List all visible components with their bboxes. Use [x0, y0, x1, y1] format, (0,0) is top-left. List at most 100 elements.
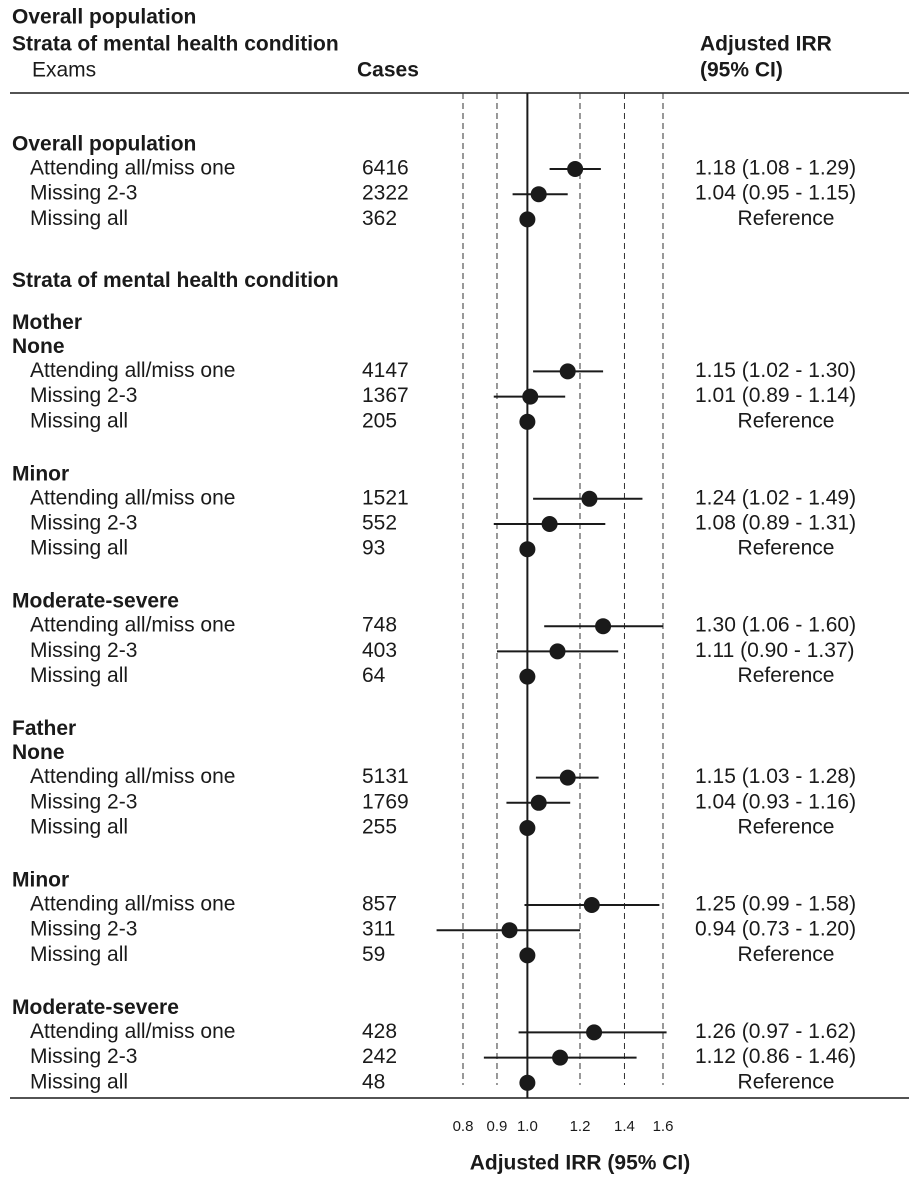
row-label: Missing 2-3 [30, 512, 137, 535]
estimate-label: Reference [738, 943, 835, 966]
group-title: Mother [12, 311, 82, 334]
x-tick-label: 1.2 [570, 1118, 591, 1135]
point-estimate [567, 161, 584, 177]
cases: 857 [362, 893, 397, 916]
cases: 242 [362, 1045, 397, 1068]
cases: 403 [362, 639, 397, 662]
cases: 748 [362, 614, 397, 637]
x-tick-label: 0.8 [453, 1118, 474, 1135]
group-title: None [12, 335, 65, 358]
estimate-label: 1.26 (0.97 - 1.62) [695, 1020, 856, 1043]
group-title: Minor [12, 869, 69, 892]
x-axis-label: Adjusted IRR (95% CI) [470, 1152, 691, 1175]
row-label: Missing 2-3 [30, 182, 137, 205]
cases: 428 [362, 1020, 397, 1043]
x-tick-label: 1.4 [614, 1118, 635, 1135]
point-estimate [583, 897, 600, 913]
cases: 255 [362, 816, 397, 839]
row-label: Attending all/miss one [30, 765, 235, 788]
estimate-label: 0.94 (0.73 - 1.20) [695, 918, 856, 941]
cases: 1367 [362, 384, 409, 407]
row-label: Attending all/miss one [30, 893, 235, 916]
cases: 205 [362, 409, 397, 432]
row-label: Missing 2-3 [30, 1045, 137, 1068]
cases: 6416 [362, 157, 409, 180]
row-label: Missing 2-3 [30, 790, 137, 813]
point-estimate [519, 947, 536, 964]
estimate-label: 1.24 (1.02 - 1.49) [695, 486, 856, 509]
estimate-label: Reference [738, 664, 835, 687]
cases: 362 [362, 207, 397, 230]
point-estimate [519, 820, 536, 836]
row-label: Missing all [30, 537, 128, 560]
estimate-label: Reference [738, 1070, 835, 1093]
header-line: Strata of mental health condition [12, 33, 339, 56]
point-estimate [522, 388, 539, 405]
cases: 48 [362, 1070, 385, 1093]
cases: 93 [362, 537, 385, 560]
estimate-label: 1.12 (0.86 - 1.46) [695, 1045, 856, 1068]
row-label: Missing all [30, 1070, 128, 1093]
cases: 552 [362, 512, 397, 535]
estimate-label: 1.15 (1.02 - 1.30) [695, 359, 856, 382]
x-tick-label: 0.9 [487, 1118, 508, 1135]
row-label: Missing all [30, 943, 128, 966]
cases: 5131 [362, 765, 409, 788]
row-label: Missing 2-3 [30, 384, 137, 407]
estimate-label: 1.15 (1.03 - 1.28) [695, 765, 856, 788]
group-title: Moderate-severe [12, 590, 179, 613]
section-title: Strata of mental health condition [12, 269, 339, 292]
estimate-label: 1.04 (0.93 - 1.16) [695, 790, 856, 813]
row-label: Missing all [30, 207, 128, 230]
x-tick-label: 1.6 [653, 1118, 674, 1135]
point-estimate [501, 922, 518, 939]
point-estimate [530, 794, 547, 811]
column-header: (95% CI) [700, 59, 783, 82]
cases: 1769 [362, 790, 409, 813]
row-label: Attending all/miss one [30, 1020, 235, 1043]
point-estimate [559, 769, 576, 786]
estimate-label: 1.18 (1.08 - 1.29) [695, 157, 856, 180]
estimate-label: 1.30 (1.06 - 1.60) [695, 614, 856, 637]
cases: 4147 [362, 359, 409, 382]
row-label: Attending all/miss one [30, 157, 235, 180]
point-estimate [519, 1074, 536, 1091]
row-label: Attending all/miss one [30, 486, 235, 509]
point-estimate [581, 490, 598, 507]
estimate-label: 1.01 (0.89 - 1.14) [695, 384, 856, 407]
row-label: Missing all [30, 409, 128, 432]
estimate-label: Reference [738, 207, 835, 230]
column-header: Adjusted IRR [700, 33, 832, 56]
point-estimate [586, 1024, 603, 1041]
row-label: Missing all [30, 664, 128, 687]
estimate-label: 1.08 (0.89 - 1.31) [695, 512, 856, 535]
x-tick-label: 1.0 [517, 1118, 538, 1135]
estimate-label: Reference [738, 537, 835, 560]
group-title: None [12, 741, 65, 764]
section-title: Overall population [12, 133, 196, 156]
row-label: Missing 2-3 [30, 918, 137, 941]
group-title: Father [12, 717, 76, 740]
point-estimate [530, 186, 547, 203]
point-estimate [549, 643, 566, 660]
point-estimate [541, 516, 558, 532]
cases: 64 [362, 664, 386, 687]
column-header: Exams [32, 59, 96, 82]
row-label: Attending all/miss one [30, 359, 235, 382]
cases: 1521 [362, 486, 409, 509]
estimate-label: Reference [738, 816, 835, 839]
group-title: Moderate-severe [12, 996, 179, 1019]
point-estimate [519, 668, 536, 685]
point-estimate [519, 413, 536, 430]
cases: 311 [362, 918, 395, 941]
estimate-label: 1.25 (0.99 - 1.58) [695, 893, 856, 916]
point-estimate [552, 1049, 569, 1066]
row-label: Missing all [30, 816, 128, 839]
estimate-label: Reference [738, 409, 835, 432]
estimate-label: 1.04 (0.95 - 1.15) [695, 182, 856, 205]
cases: 2322 [362, 182, 409, 205]
estimate-label: 1.11 (0.90 - 1.37) [695, 639, 855, 662]
group-title: Minor [12, 462, 69, 485]
point-estimate [519, 211, 536, 228]
